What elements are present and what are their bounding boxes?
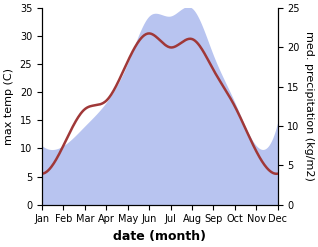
- X-axis label: date (month): date (month): [113, 230, 206, 243]
- Y-axis label: med. precipitation (kg/m2): med. precipitation (kg/m2): [304, 31, 314, 181]
- Y-axis label: max temp (C): max temp (C): [4, 68, 14, 145]
